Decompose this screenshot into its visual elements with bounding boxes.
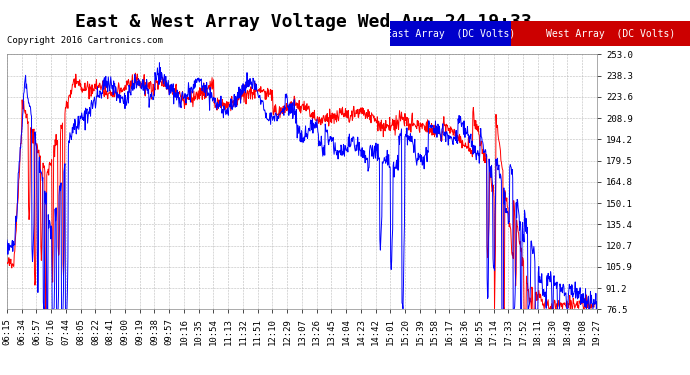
Text: East & West Array Voltage Wed Aug 24 19:33: East & West Array Voltage Wed Aug 24 19:…	[75, 13, 532, 31]
Text: West Array  (DC Volts): West Array (DC Volts)	[546, 28, 676, 39]
Text: East Array  (DC Volts): East Array (DC Volts)	[386, 28, 515, 39]
Text: Copyright 2016 Cartronics.com: Copyright 2016 Cartronics.com	[7, 36, 163, 45]
